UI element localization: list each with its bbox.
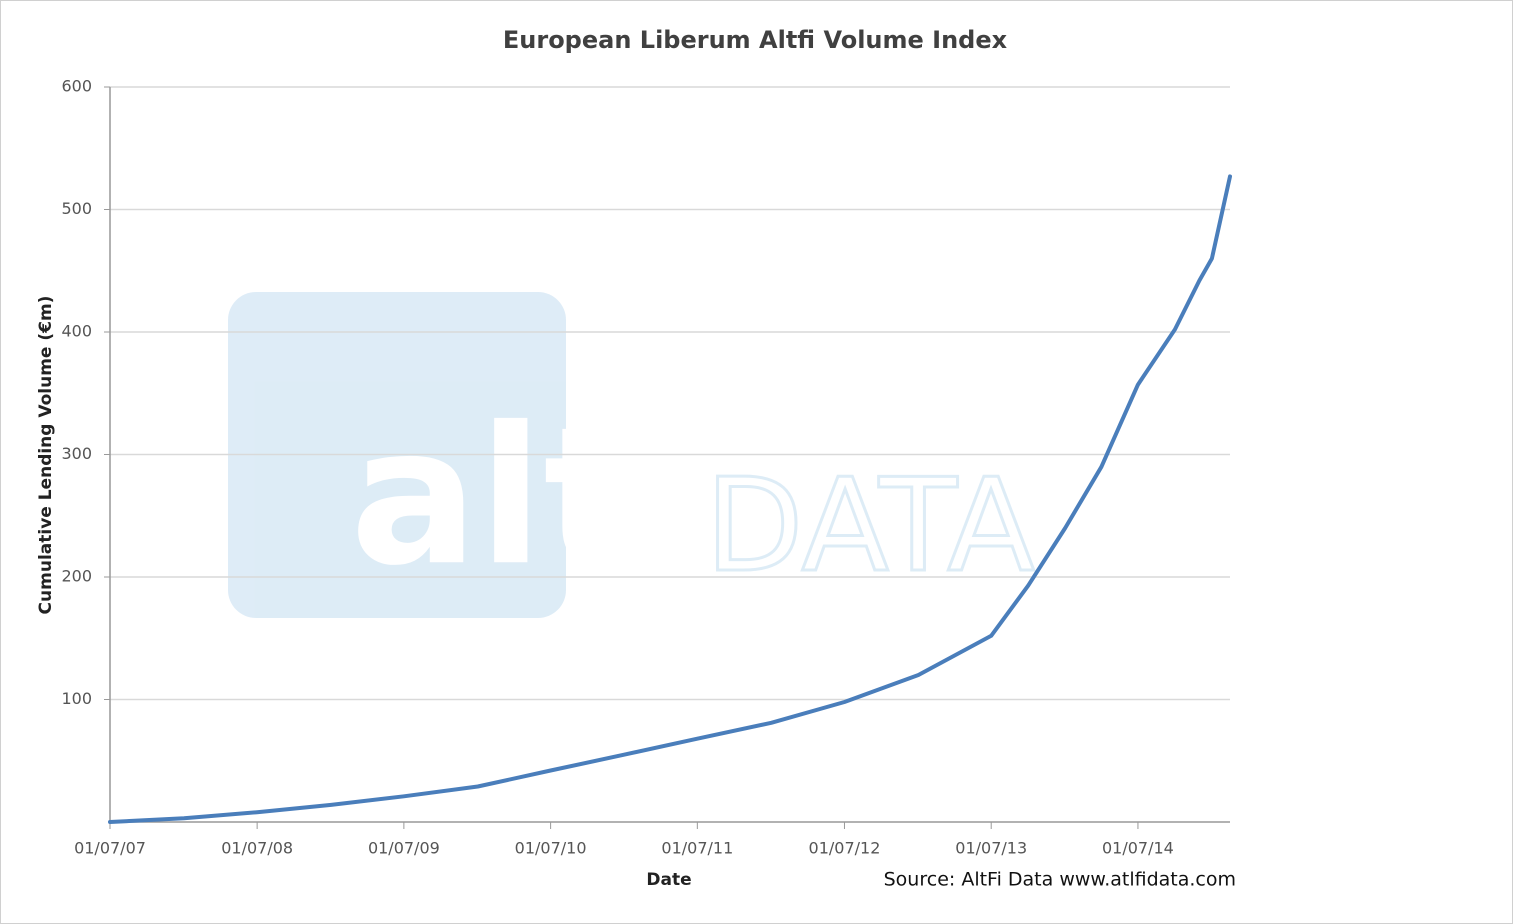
x-tick-label: 01/07/10 (515, 839, 587, 858)
x-axis-title: Date (646, 870, 691, 890)
x-tick-label: 01/07/12 (809, 839, 881, 858)
chart-title: European Liberum Altfi Volume Index (503, 26, 1008, 54)
y-tick-label: 500 (61, 199, 92, 218)
watermark-brand: altfi (350, 386, 775, 607)
x-tick-label: 01/07/08 (221, 839, 293, 858)
data-line (108, 174, 1232, 824)
x-tick-label: 01/07/11 (661, 839, 733, 858)
source-note: Source: AltFi Data www.atlfidata.com (884, 869, 1236, 891)
y-axis-title: Cumulative Lending Volume (€m) (36, 296, 56, 615)
y-tick-label: 400 (61, 322, 92, 341)
x-tick-label: 01/07/07 (74, 839, 146, 858)
y-tick-label: 200 (61, 567, 92, 586)
watermark-suffix: DATA (705, 452, 1035, 601)
y-tick-label: 300 (61, 444, 92, 463)
y-tick-label: 100 (61, 689, 92, 708)
y-tick-label: 600 (61, 77, 92, 96)
x-tick-label: 01/07/14 (1102, 839, 1174, 858)
x-tick-label: 01/07/09 (368, 839, 440, 858)
x-tick-label: 01/07/13 (955, 839, 1027, 858)
